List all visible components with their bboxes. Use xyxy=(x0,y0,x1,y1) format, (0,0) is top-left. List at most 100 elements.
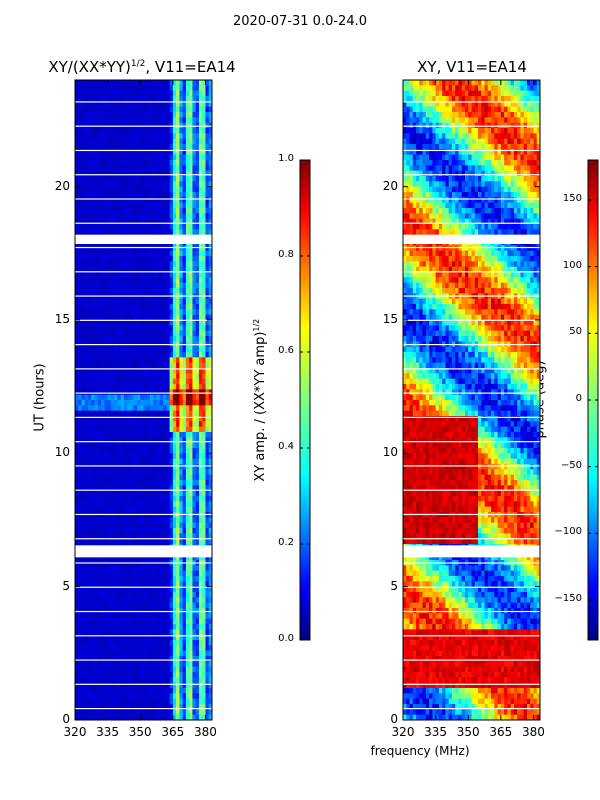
heatmap-cell xyxy=(169,112,174,118)
heatmap-cell xyxy=(153,288,157,294)
heatmap-cell xyxy=(192,298,197,305)
heatmap-cell xyxy=(107,165,112,172)
heatmap-cell xyxy=(140,192,144,198)
heatmap-cell xyxy=(117,85,122,92)
heatmap-cell xyxy=(78,101,82,108)
heatmap-cell xyxy=(136,256,141,262)
heatmap-cell xyxy=(163,106,167,113)
heatmap-cell xyxy=(88,624,92,630)
heatmap-cell xyxy=(198,378,203,385)
heatmap-cell xyxy=(78,261,82,268)
heatmap-cell xyxy=(101,656,105,662)
heatmap-cell xyxy=(163,181,167,188)
heatmap-cell xyxy=(159,309,164,316)
heatmap-cell xyxy=(136,480,141,486)
heatmap-cell xyxy=(198,698,203,705)
heatmap-cell xyxy=(146,160,151,166)
heatmap-cell xyxy=(91,170,95,177)
heatmap-cell xyxy=(185,192,190,198)
heatmap-cell xyxy=(172,698,177,705)
heatmap-cell xyxy=(104,656,109,662)
heatmap-cell xyxy=(182,298,187,305)
heatmap-cell xyxy=(172,384,177,390)
heatmap-cell xyxy=(120,192,125,198)
heatmap-cell xyxy=(91,298,95,305)
heatmap-cell xyxy=(156,304,161,310)
heatmap-cell xyxy=(136,672,141,678)
heatmap-cell xyxy=(166,181,170,188)
heatmap-cell xyxy=(110,266,115,273)
heatmap-cell xyxy=(146,522,151,529)
heatmap-cell xyxy=(110,506,115,513)
heatmap-cell xyxy=(169,650,174,657)
heatmap-cell xyxy=(133,565,138,572)
heatmap-cell xyxy=(195,661,200,668)
left-title-suffix: , V11=EA14 xyxy=(145,58,236,76)
heatmap-cell xyxy=(97,677,102,684)
heatmap-cell xyxy=(202,528,206,534)
heatmap-cell xyxy=(208,282,213,289)
heatmap-cell xyxy=(153,181,157,188)
heatmap-cell xyxy=(127,101,131,108)
heatmap-cell xyxy=(166,421,170,428)
heatmap-cell xyxy=(110,597,115,604)
heatmap-cell xyxy=(75,533,79,540)
heatmap-cell xyxy=(205,362,210,369)
heatmap-cell xyxy=(133,384,138,390)
heatmap-cell xyxy=(185,224,190,230)
heatmap-cell xyxy=(104,154,109,161)
heatmap-cell xyxy=(172,458,177,465)
heatmap-cell xyxy=(192,592,197,598)
heatmap-cell xyxy=(114,661,118,668)
heatmap-cell xyxy=(195,197,200,204)
heatmap-cell xyxy=(163,672,167,678)
heatmap-cell xyxy=(133,437,138,444)
heatmap-cell xyxy=(75,138,79,145)
heatmap-cell xyxy=(104,325,109,332)
heatmap-cell xyxy=(205,698,210,705)
heatmap-cell xyxy=(84,640,89,646)
heatmap-cell xyxy=(117,320,122,326)
heatmap-cell xyxy=(189,469,193,476)
heatmap-cell xyxy=(117,554,122,561)
heatmap-cell xyxy=(117,282,122,289)
heatmap-cell xyxy=(120,506,125,513)
heatmap-cell xyxy=(133,224,138,230)
heatmap-cell xyxy=(189,704,193,710)
heatmap-cell xyxy=(140,213,144,220)
heatmap-cell xyxy=(101,304,105,310)
heatmap-cell xyxy=(107,282,112,289)
heatmap-cell xyxy=(189,304,193,310)
heatmap-cell xyxy=(169,506,174,513)
heatmap-cell xyxy=(202,602,206,609)
heatmap-cell xyxy=(163,261,167,268)
heatmap-cell xyxy=(202,101,206,108)
heatmap-cell xyxy=(84,405,89,412)
heatmap-cell xyxy=(143,608,148,614)
heatmap-cell xyxy=(114,80,118,86)
heatmap-cell xyxy=(143,581,148,588)
heatmap-cell xyxy=(172,416,177,422)
heatmap-cell xyxy=(140,112,144,118)
heatmap-cell xyxy=(143,709,148,716)
heatmap-cell xyxy=(153,432,157,438)
heatmap-cell xyxy=(117,288,122,294)
heatmap-cell xyxy=(169,533,174,540)
heatmap-cell xyxy=(182,650,187,657)
heatmap-cell xyxy=(127,378,131,385)
heatmap-cell xyxy=(146,528,151,534)
heatmap-cell xyxy=(179,400,184,406)
heatmap-cell xyxy=(120,538,125,545)
heatmap-cell xyxy=(208,437,213,444)
heatmap-cell xyxy=(97,400,102,406)
heatmap-cell xyxy=(97,250,102,257)
heatmap-cell xyxy=(153,522,157,529)
heatmap-cell xyxy=(205,389,210,396)
heatmap-cell xyxy=(156,336,161,342)
heatmap-cell xyxy=(91,672,95,678)
heatmap-cell xyxy=(114,709,118,716)
heatmap-cell xyxy=(91,218,95,225)
heatmap-cell xyxy=(94,128,99,134)
heatmap-cell xyxy=(91,528,95,534)
heatmap-cell xyxy=(156,101,161,108)
